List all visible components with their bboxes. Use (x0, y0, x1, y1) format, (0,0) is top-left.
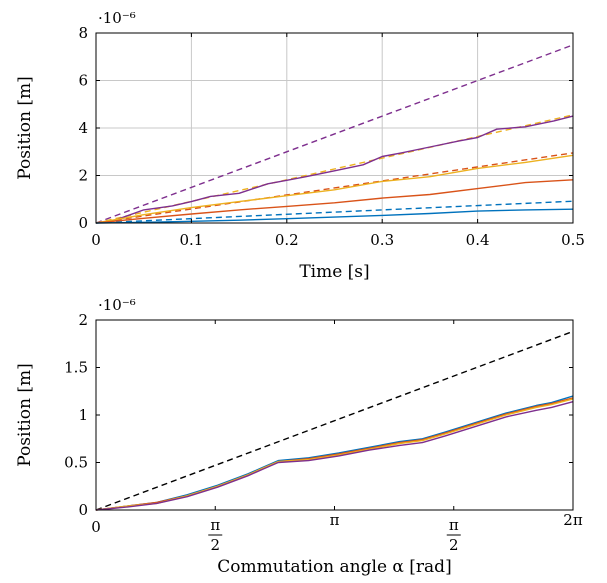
y-tick-label: 1 (78, 406, 88, 424)
series-line-2 (95, 152, 574, 224)
grid (96, 33, 573, 223)
series-line-6 (95, 179, 574, 224)
y-tick-label: 2 (78, 167, 88, 185)
series-line-1 (95, 395, 574, 511)
x-tick-label: 0 (91, 518, 101, 536)
y-tick-label: 8 (78, 24, 88, 42)
y-tick-label: 0 (78, 501, 88, 519)
series-line-4 (95, 115, 574, 224)
x-tick-label: 0.3 (370, 231, 394, 249)
x-tick-label: 2π (563, 511, 583, 529)
y-tick-label: 0.5 (64, 454, 88, 472)
series-line-0 (95, 330, 574, 511)
series-line-0 (95, 44, 574, 224)
x-tick-label: 0.5 (561, 231, 585, 249)
y-axis-label: Position [m] (15, 363, 35, 466)
y-exponent-label: ·10⁻⁶ (98, 296, 136, 314)
y-tick-label: 1.5 (64, 359, 88, 377)
y-axis-label: Position [m] (15, 76, 35, 179)
y-tick-label: 0 (78, 214, 88, 232)
series-group (95, 330, 574, 511)
x-tick-label-denominator: 2 (210, 536, 220, 554)
series-line-4 (95, 401, 574, 511)
x-tick-label: π (210, 516, 220, 534)
x-tick-label-denominator: 2 (449, 536, 459, 554)
series-group (95, 44, 574, 224)
x-axis-label: Time [s] (299, 262, 369, 282)
x-tick-label: 0.1 (179, 231, 203, 249)
time-position-chart: 0 0.1 0.2 0.3 0.4 0.5 0 2 4 6 8 ·10⁻⁶ Time [s] Pos… (15, 9, 585, 282)
y-exponent-label: ·10⁻⁶ (98, 9, 136, 27)
series-line-7 (95, 208, 574, 224)
x-tick-label: π (330, 511, 340, 529)
x-tick-label: 0.2 (275, 231, 299, 249)
x-tick-label: π (449, 516, 459, 534)
x-tick-label: 0.4 (466, 231, 490, 249)
x-axis-label: Commutation angle α [rad] (217, 557, 451, 577)
y-tick-label: 4 (78, 119, 88, 137)
y-tick-label: 2 (78, 311, 88, 329)
series-line-5 (95, 154, 574, 224)
x-tick-label: 0 (91, 231, 101, 249)
series-line-3 (95, 398, 574, 511)
y-tick-label: 6 (78, 72, 88, 90)
ticks: 0 0.1 0.2 0.3 0.4 0.5 0 2 4 6 8 (78, 24, 584, 249)
